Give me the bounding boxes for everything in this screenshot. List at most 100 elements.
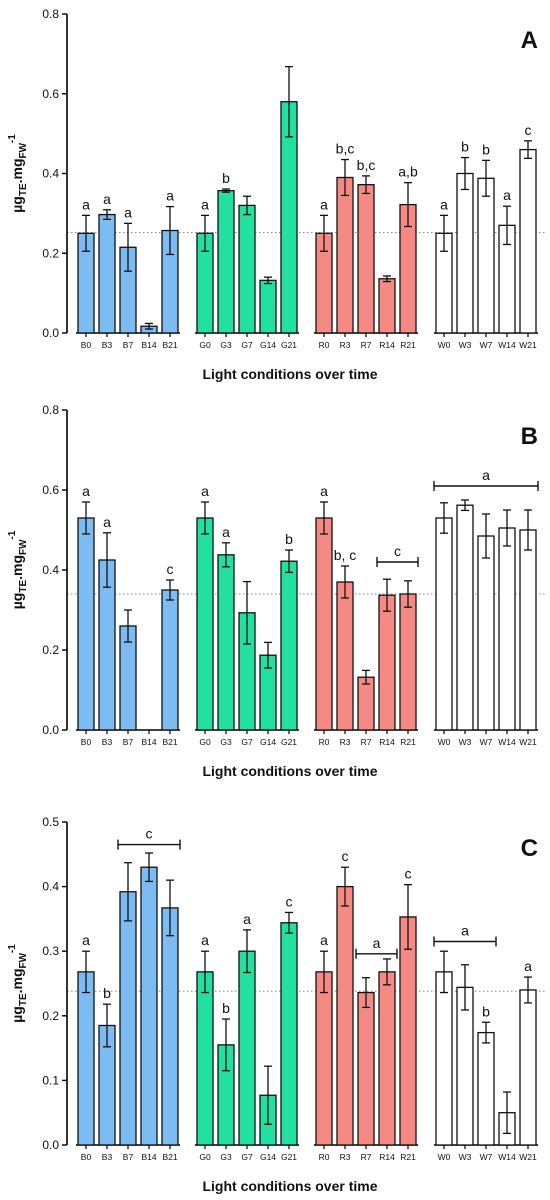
y-axis-label-part: -1 <box>7 530 18 539</box>
y-tick-label: 0.0 <box>42 723 59 737</box>
x-tick-label: W14 <box>498 1152 516 1162</box>
x-tick-label: B0 <box>81 340 92 350</box>
x-tick-label: R14 <box>379 737 395 747</box>
x-tick-label: W0 <box>438 1152 451 1162</box>
bar-b0 <box>77 517 95 731</box>
x-tick-label: G14 <box>260 340 276 350</box>
bar-g7 <box>238 950 256 1146</box>
x-tick-label: G21 <box>281 1152 297 1162</box>
bar-g0 <box>196 517 214 731</box>
bracket-letter: c <box>146 826 153 842</box>
y-tick-label: 0.6 <box>42 87 59 101</box>
significance-letter: a <box>82 932 90 948</box>
x-tick-label: B14 <box>141 340 156 350</box>
bar-r3 <box>336 885 354 1146</box>
x-tick-label: W0 <box>438 340 451 350</box>
significance-letter: a <box>201 932 209 948</box>
x-tick-label: W21 <box>519 1152 537 1162</box>
significance-letter: b <box>285 531 293 547</box>
bar-g7 <box>238 204 256 334</box>
bar-b0 <box>77 971 95 1146</box>
y-axis-label-part: FW <box>18 539 29 555</box>
panel-label: A <box>521 27 538 54</box>
bar-w3 <box>456 504 474 731</box>
x-tick-label: B7 <box>123 340 134 350</box>
significance-letter: a <box>243 911 251 927</box>
x-tick-label: R3 <box>340 1152 351 1162</box>
significance-letter: b,c <box>336 141 355 157</box>
significance-letter: a <box>82 196 90 212</box>
y-axis-label: µgTE.mgFW-1 <box>7 944 29 1023</box>
bar-r0 <box>315 517 333 731</box>
bar-w21 <box>519 148 537 334</box>
x-tick-label: B3 <box>102 340 113 350</box>
x-tick-label: G21 <box>281 737 297 747</box>
bar-g3 <box>217 554 235 731</box>
significance-letter: a <box>103 191 111 207</box>
bracket-letter: a <box>461 923 469 939</box>
significance-letter: a <box>440 196 448 212</box>
bar-r14 <box>378 278 396 334</box>
significance-letter: a <box>166 188 174 204</box>
x-tick-label: G14 <box>260 1152 276 1162</box>
significance-letter: b <box>222 1000 230 1016</box>
x-tick-label: B7 <box>123 1152 134 1162</box>
bar-g21 <box>280 922 298 1146</box>
significance-letter: a <box>320 483 328 499</box>
x-tick-label: G0 <box>199 737 211 747</box>
bar-b21 <box>161 589 179 731</box>
significance-letter: a <box>201 483 209 499</box>
bar-w3 <box>456 172 474 334</box>
y-axis-label-part: .mg <box>9 968 25 993</box>
panel-label: C <box>521 835 538 862</box>
bar-b21 <box>161 907 179 1146</box>
x-tick-label: R14 <box>379 340 395 350</box>
x-axis-label: Light conditions over time <box>202 763 377 779</box>
bar-r14 <box>378 594 396 731</box>
x-tick-label: R21 <box>400 340 416 350</box>
y-tick-label: 0.2 <box>42 1009 59 1023</box>
significance-letter: a,b <box>398 164 418 180</box>
x-tick-label: R7 <box>361 1152 372 1162</box>
x-tick-label: W3 <box>459 737 472 747</box>
x-tick-label: B3 <box>102 1152 113 1162</box>
bar-g3 <box>217 189 235 334</box>
significance-letter: c <box>167 561 174 577</box>
y-axis-label-part: TE <box>18 993 29 1006</box>
x-tick-label: W0 <box>438 737 451 747</box>
bracket-letter: a <box>373 935 381 951</box>
x-tick-label: W21 <box>519 340 537 350</box>
x-tick-label: G7 <box>241 1152 253 1162</box>
bracket-letter: a <box>482 467 490 483</box>
x-tick-label: B0 <box>81 1152 92 1162</box>
bar-r7 <box>357 676 375 731</box>
x-tick-label: B14 <box>141 1152 156 1162</box>
y-tick-label: 0.0 <box>42 326 59 340</box>
x-tick-label: B21 <box>162 737 177 747</box>
x-tick-label: R3 <box>340 340 351 350</box>
bar-g0 <box>196 971 214 1146</box>
y-axis-label: µgTE.mgFW-1 <box>7 134 29 213</box>
significance-letter: a <box>124 204 132 220</box>
significance-letter: a <box>103 514 111 530</box>
bar-w7 <box>477 177 495 334</box>
x-tick-label: B7 <box>123 737 134 747</box>
significance-letter: c <box>342 848 349 864</box>
significance-letter: a <box>320 932 328 948</box>
y-axis-label-part: µg <box>9 593 25 610</box>
y-axis-label-part: TE <box>18 183 29 196</box>
x-tick-label: R21 <box>400 1152 416 1162</box>
x-axis-label: Light conditions over time <box>202 1178 377 1194</box>
significance-letter: b <box>222 170 230 186</box>
y-axis-label-part: -1 <box>7 134 18 143</box>
bar-w7 <box>477 535 495 731</box>
x-tick-label: G0 <box>199 340 211 350</box>
x-tick-label: G3 <box>220 1152 232 1162</box>
x-tick-label: R0 <box>319 737 330 747</box>
bar-r3 <box>336 581 354 731</box>
bar-w7 <box>477 1031 495 1146</box>
significance-letter: b, c <box>334 547 357 563</box>
bar-g21 <box>280 560 298 731</box>
x-tick-label: W7 <box>480 1152 493 1162</box>
